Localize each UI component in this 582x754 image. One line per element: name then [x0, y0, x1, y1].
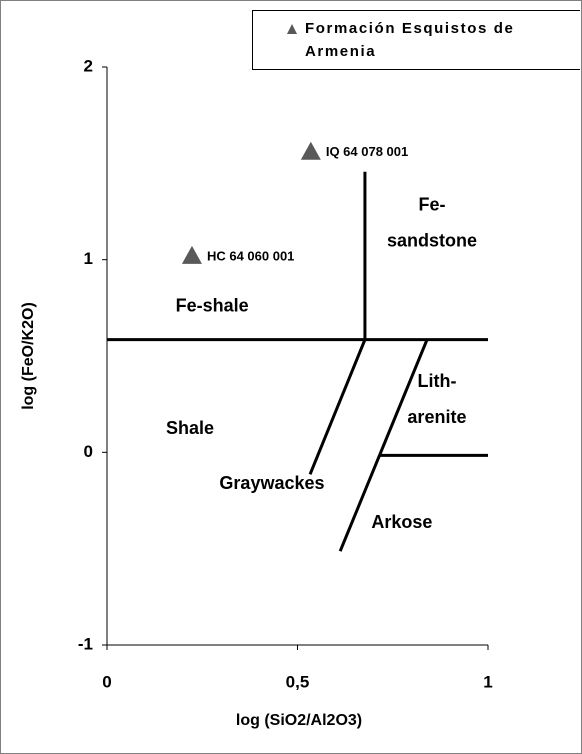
y-tick-label: 1 [84, 249, 93, 268]
y-tick-label: 0 [84, 442, 93, 461]
y-tick-label: -1 [78, 634, 93, 653]
x-tick-label: 0 [102, 672, 111, 691]
data-point [181, 245, 202, 264]
legend-label: Formación Esquistos de Armenia [305, 20, 515, 60]
region-label: arenite [407, 407, 466, 427]
region-label: Shale [166, 418, 214, 438]
legend-marker [287, 24, 297, 34]
x-tick-label: 0,5 [286, 672, 310, 691]
point-label: HC 64 060 001 [207, 248, 294, 263]
y-tick-label: 2 [84, 56, 93, 75]
region-label: Graywackes [219, 473, 324, 493]
data-point [300, 141, 321, 160]
region-label: Arkose [371, 512, 432, 532]
boundary-line [308, 339, 367, 475]
region-label: Fe- [418, 194, 445, 214]
x-tick-label: 1 [483, 672, 492, 691]
region-label: Fe-shale [176, 295, 249, 315]
x-axis-title: log (SiO2/Al2O3) [236, 712, 362, 729]
region-label: sandstone [387, 230, 477, 250]
y-axis-title: log (FeO/K2O) [20, 302, 37, 410]
region-label: Lith- [417, 371, 456, 391]
point-label: IQ 64 078 001 [326, 144, 408, 159]
legend: Formación Esquistos de Armenia [252, 10, 580, 70]
boundary-line [338, 339, 429, 552]
